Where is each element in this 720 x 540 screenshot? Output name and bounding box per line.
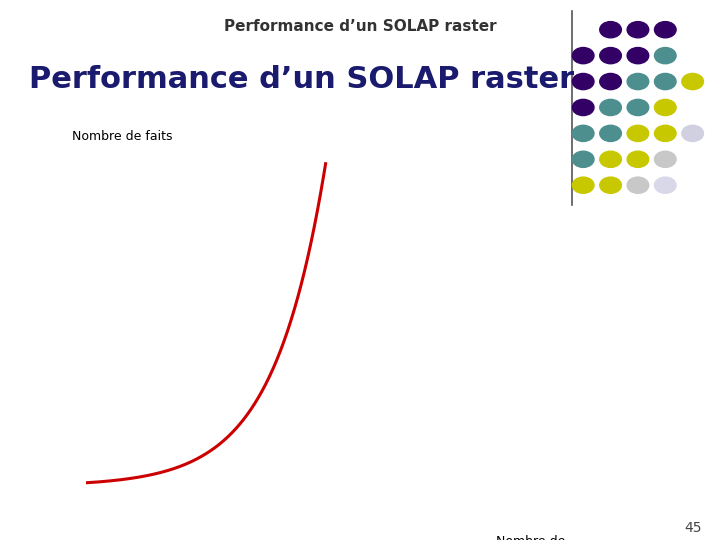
Text: Nombre de
dimensions non
spatiales: Nombre de dimensions non spatiales <box>482 535 580 540</box>
Text: Performance d’un SOLAP raster: Performance d’un SOLAP raster <box>224 19 496 34</box>
Text: 45: 45 <box>685 521 702 535</box>
Text: Nombre de faits: Nombre de faits <box>72 130 173 143</box>
Text: Performance d’un SOLAP raster: Performance d’un SOLAP raster <box>29 65 574 94</box>
